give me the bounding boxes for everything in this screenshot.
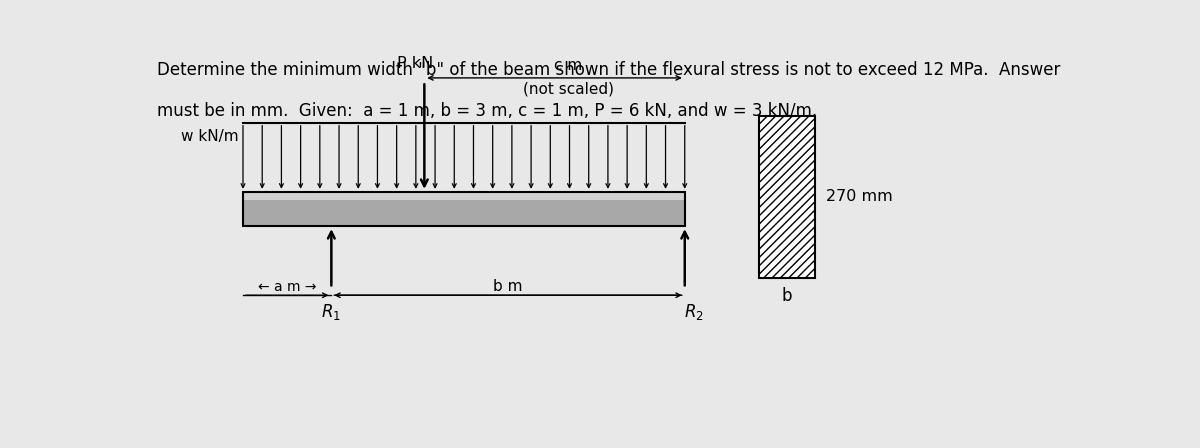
Text: ← a m →: ← a m →	[258, 280, 317, 293]
Text: (not scaled): (not scaled)	[523, 82, 614, 96]
Text: c m: c m	[554, 58, 583, 73]
Text: must be in mm.  Given:  a = 1 m, b = 3 m, c = 1 m, P = 6 kN, and w = 3 kN/m.: must be in mm. Given: a = 1 m, b = 3 m, …	[157, 102, 817, 120]
Bar	[242, 192, 685, 226]
Bar	[242, 192, 685, 200]
Text: Determine the minimum width "b" of the beam shown if the flexural stress is not : Determine the minimum width "b" of the b…	[157, 60, 1061, 79]
Text: b: b	[782, 287, 792, 305]
Text: b m: b m	[493, 279, 523, 293]
Bar	[760, 116, 815, 278]
Text: w kN/m: w kN/m	[181, 129, 239, 144]
Bar	[242, 200, 685, 226]
Text: $R_1$: $R_1$	[322, 302, 341, 322]
Text: $R_2$: $R_2$	[684, 302, 704, 322]
Bar	[760, 116, 815, 278]
Text: P kN: P kN	[397, 56, 433, 71]
Text: 270 mm: 270 mm	[826, 190, 893, 204]
